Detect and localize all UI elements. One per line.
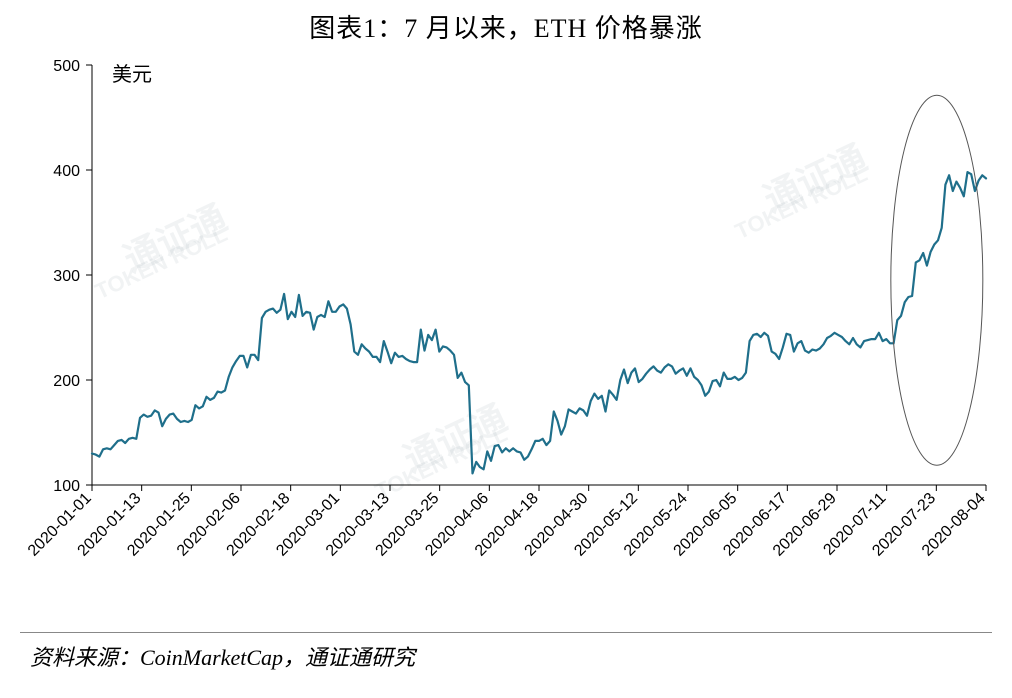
source-text: 资料来源：CoinMarketCap，通证通研究: [30, 640, 415, 672]
svg-text:100: 100: [53, 478, 80, 495]
svg-text:美元: 美元: [112, 63, 152, 86]
svg-text:200: 200: [53, 373, 80, 390]
svg-text:300: 300: [53, 268, 80, 285]
svg-text:400: 400: [53, 163, 80, 180]
line-chart: 100200300400500美元2020-01-012020-01-13202…: [20, 55, 992, 625]
svg-text:500: 500: [53, 58, 80, 75]
chart-svg: 100200300400500美元2020-01-012020-01-13202…: [20, 55, 992, 625]
divider: [20, 632, 992, 633]
chart-title: 图表1：7 月以来，ETH 价格暴涨: [0, 8, 1012, 45]
